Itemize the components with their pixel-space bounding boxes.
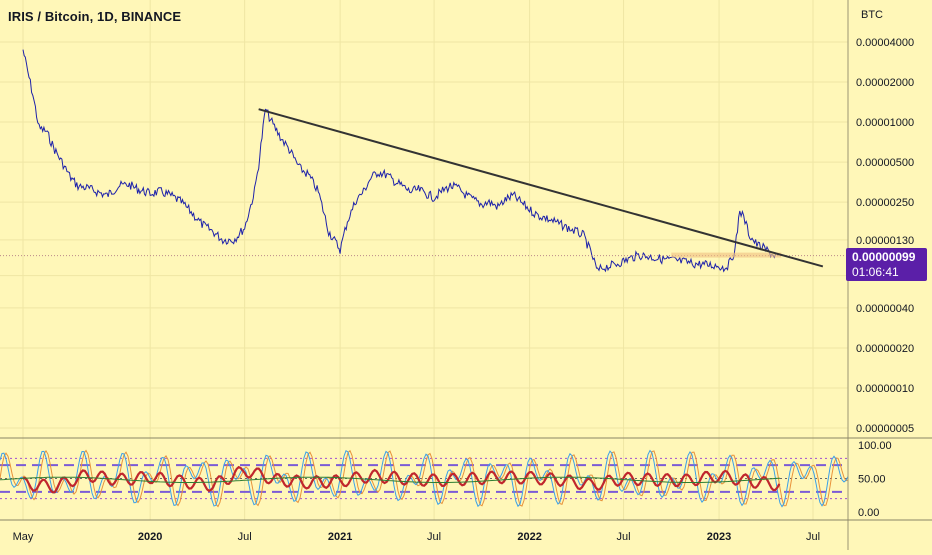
y-tick-label-5: 0.00000130 [856,235,914,247]
last-price-tag: 0.00000099 01:06:41 [846,248,927,281]
x-tick-label-4: Jul [427,531,441,543]
y-tick-label-9: 0.00000010 [856,383,914,395]
osc-y-tick-label-1: 50.00 [858,474,886,486]
oscillator-plot [0,449,849,508]
descending-trendline [258,108,824,268]
trendline-layer [258,108,824,268]
x-tick-label-0: May [13,531,34,543]
x-tick-label-6: Jul [617,531,631,543]
y-tick-label-0: 0.00004000 [856,37,914,49]
x-tick-label-3: 2021 [328,531,352,543]
y-tick-label-2: 0.00001000 [856,117,914,129]
y-tick-label-7: 0.00000040 [856,303,914,315]
x-tick-label-1: 2020 [138,531,162,543]
y-tick-label-3: 0.00000500 [856,157,914,169]
x-tick-label-7: 2023 [707,531,731,543]
price-series-line [22,49,779,273]
x-tick-label-5: 2022 [517,531,541,543]
y-tick-label-8: 0.00000020 [856,343,914,355]
stoch-d-line [0,449,849,508]
stoch-k-line [0,449,849,508]
chart-title: IRIS / Bitcoin, 1D, BINANCE [8,9,182,24]
price-range-band [671,252,782,258]
rsi-ma-line [0,476,781,483]
last-price-value: 0.00000099 [852,250,916,264]
price-plot [0,49,848,273]
osc-y-tick-label-0: 100.00 [858,440,892,452]
y-tick-label-10: 0.00000005 [856,423,914,435]
bar-countdown: 01:06:41 [852,265,899,279]
currency-label: BTC [861,9,883,21]
osc-y-tick-label-2: 0.00 [858,507,879,519]
y-tick-label-4: 0.00000250 [856,197,914,209]
x-tick-label-8: Jul [806,531,820,543]
y-tick-label-1: 0.00002000 [856,77,914,89]
x-tick-label-2: Jul [238,531,252,543]
grid [0,0,848,520]
